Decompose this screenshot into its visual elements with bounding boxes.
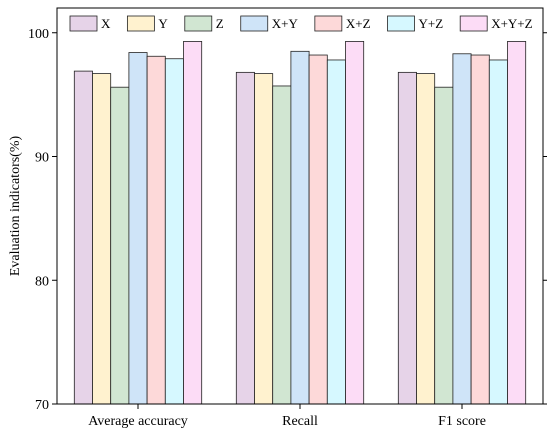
bar-xplusz xyxy=(470,54,490,405)
legend-item: X xyxy=(69,15,111,32)
bar-z xyxy=(272,85,292,405)
y-tick-label: 70 xyxy=(35,398,49,413)
legend-swatch xyxy=(459,15,488,32)
legend-swatch xyxy=(387,15,415,32)
bar-x xyxy=(397,71,417,405)
legend: X Y Z X+Y X+Z Y+Z X+Y+Z xyxy=(69,15,533,32)
legend-item: Y+Z xyxy=(387,15,444,32)
bar-y xyxy=(254,73,274,405)
x-tick-label: Recall xyxy=(282,414,318,429)
legend-item: X+Y+Z xyxy=(459,15,533,32)
legend-label: X+Y+Z xyxy=(491,16,532,31)
x-tick-label: F1 score xyxy=(438,414,486,429)
y-axis-label: Evaluation indicators(%) xyxy=(8,135,23,276)
bar-xplusy xyxy=(452,53,472,405)
y-axis: 70 80 90 100 xyxy=(28,27,547,413)
legend-label: Y+Z xyxy=(419,16,444,31)
bar-xplusz xyxy=(308,54,328,405)
legend-label: Z xyxy=(216,16,224,31)
bar-yplusz xyxy=(164,58,184,405)
x-axis: Average accuracy Recall F1 score xyxy=(88,404,486,429)
legend-swatch xyxy=(314,15,343,32)
legend-swatch xyxy=(184,15,213,32)
x-tick-label: Average accuracy xyxy=(88,414,188,429)
bar-yplusz xyxy=(326,59,346,405)
legend-label: X+Z xyxy=(346,16,371,31)
legend-item: X+Z xyxy=(314,15,371,32)
bar-x xyxy=(73,70,93,405)
bar-z xyxy=(110,86,130,405)
y-tick-label: 80 xyxy=(35,274,49,289)
bar-yplusz xyxy=(488,59,508,405)
bars-layer xyxy=(73,41,527,405)
bar-xplusyplusz xyxy=(183,41,203,405)
bar-x xyxy=(235,71,255,405)
bar-xplusy xyxy=(128,52,148,405)
legend-swatch xyxy=(126,15,155,32)
legend-swatch xyxy=(69,15,98,32)
legend-item: Z xyxy=(184,15,224,32)
legend-label: X xyxy=(101,16,111,31)
legend-item: Y xyxy=(126,15,168,32)
y-tick-label: 90 xyxy=(35,151,49,166)
bar-xplusz xyxy=(146,55,166,405)
bar-y xyxy=(92,73,112,405)
y-tick-label: 100 xyxy=(28,27,49,42)
legend-swatch xyxy=(240,15,269,32)
legend-item: X+Y xyxy=(240,15,299,32)
legend-label: Y xyxy=(158,16,168,31)
bar-xplusyplusz xyxy=(345,41,365,405)
bar-y xyxy=(416,73,436,405)
legend-label: X+Y xyxy=(272,16,299,31)
bar-z xyxy=(434,86,454,405)
bar-xplusy xyxy=(290,50,310,405)
bar-xplusyplusz xyxy=(507,41,527,405)
